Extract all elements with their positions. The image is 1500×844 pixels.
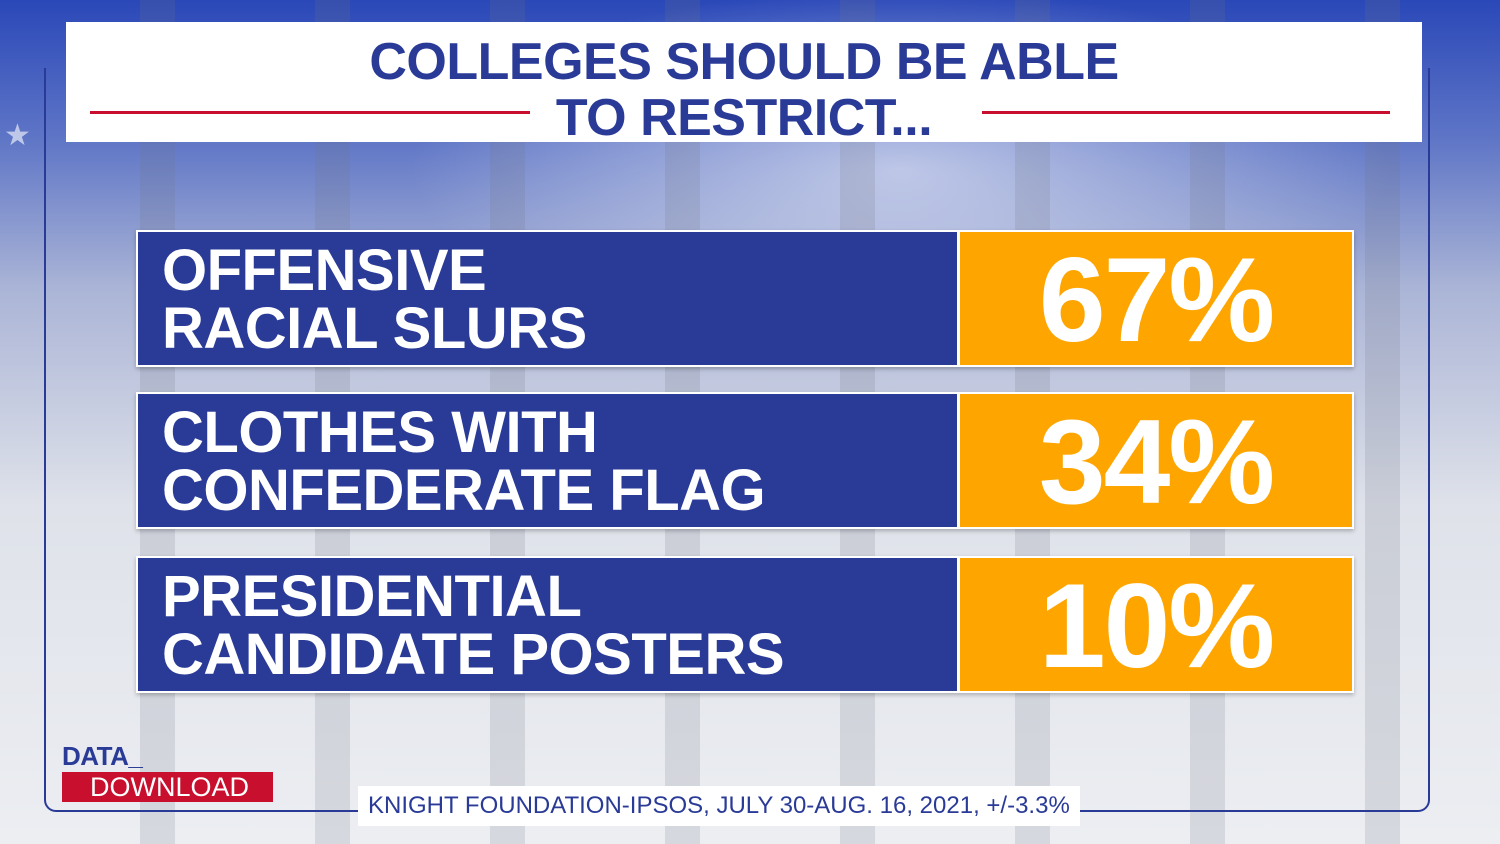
row-label-line-1: OFFENSIVE: [162, 238, 487, 303]
title-line-1: COLLEGES SHOULD BE ABLE: [369, 33, 1119, 91]
row-label: PRESIDENTIAL CANDIDATE POSTERS: [162, 564, 785, 687]
row-value: 34%: [1038, 395, 1275, 529]
row-label: CLOTHES WITH CONFEDERATE FLAG: [162, 400, 766, 523]
title-box: COLLEGES SHOULD BE ABLE TO RESTRICT...: [66, 22, 1422, 147]
row-label-cell: OFFENSIVE RACIAL SLURS: [138, 232, 960, 365]
row-label-line-1: PRESIDENTIAL: [162, 564, 582, 629]
row-label-line-2: CANDIDATE POSTERS: [162, 622, 785, 687]
logo-download-text: DOWNLOAD: [62, 772, 274, 802]
row-value-cell: 34%: [960, 394, 1352, 527]
row-label-cell: PRESIDENTIAL CANDIDATE POSTERS: [138, 558, 960, 691]
row-value: 67%: [1038, 233, 1275, 367]
data-row: OFFENSIVE RACIAL SLURS 67%: [136, 230, 1354, 367]
row-label-cell: CLOTHES WITH CONFEDERATE FLAG: [138, 394, 960, 527]
source-caption: KNIGHT FOUNDATION-IPSOS, JULY 30-AUG. 16…: [358, 786, 1080, 826]
row-value-cell: 67%: [960, 232, 1352, 365]
title-rule-right: [982, 111, 1390, 114]
data-download-logo: DATA_ DOWNLOAD: [62, 741, 274, 802]
star-icon: ★: [4, 119, 31, 152]
logo-data-text: DATA_: [62, 741, 143, 771]
row-value-cell: 10%: [960, 558, 1352, 691]
row-label: OFFENSIVE RACIAL SLURS: [162, 242, 587, 358]
row-label-line-2: CONFEDERATE FLAG: [162, 458, 766, 523]
row-value: 10%: [1038, 559, 1275, 693]
title-line-2: TO RESTRICT...: [555, 89, 933, 147]
data-row: PRESIDENTIAL CANDIDATE POSTERS 10%: [136, 556, 1354, 693]
title-rule-left: [90, 111, 530, 114]
row-label-line-1: CLOTHES WITH: [162, 400, 598, 465]
data-row: CLOTHES WITH CONFEDERATE FLAG 34%: [136, 392, 1354, 529]
row-label-line-2: RACIAL SLURS: [162, 296, 587, 361]
